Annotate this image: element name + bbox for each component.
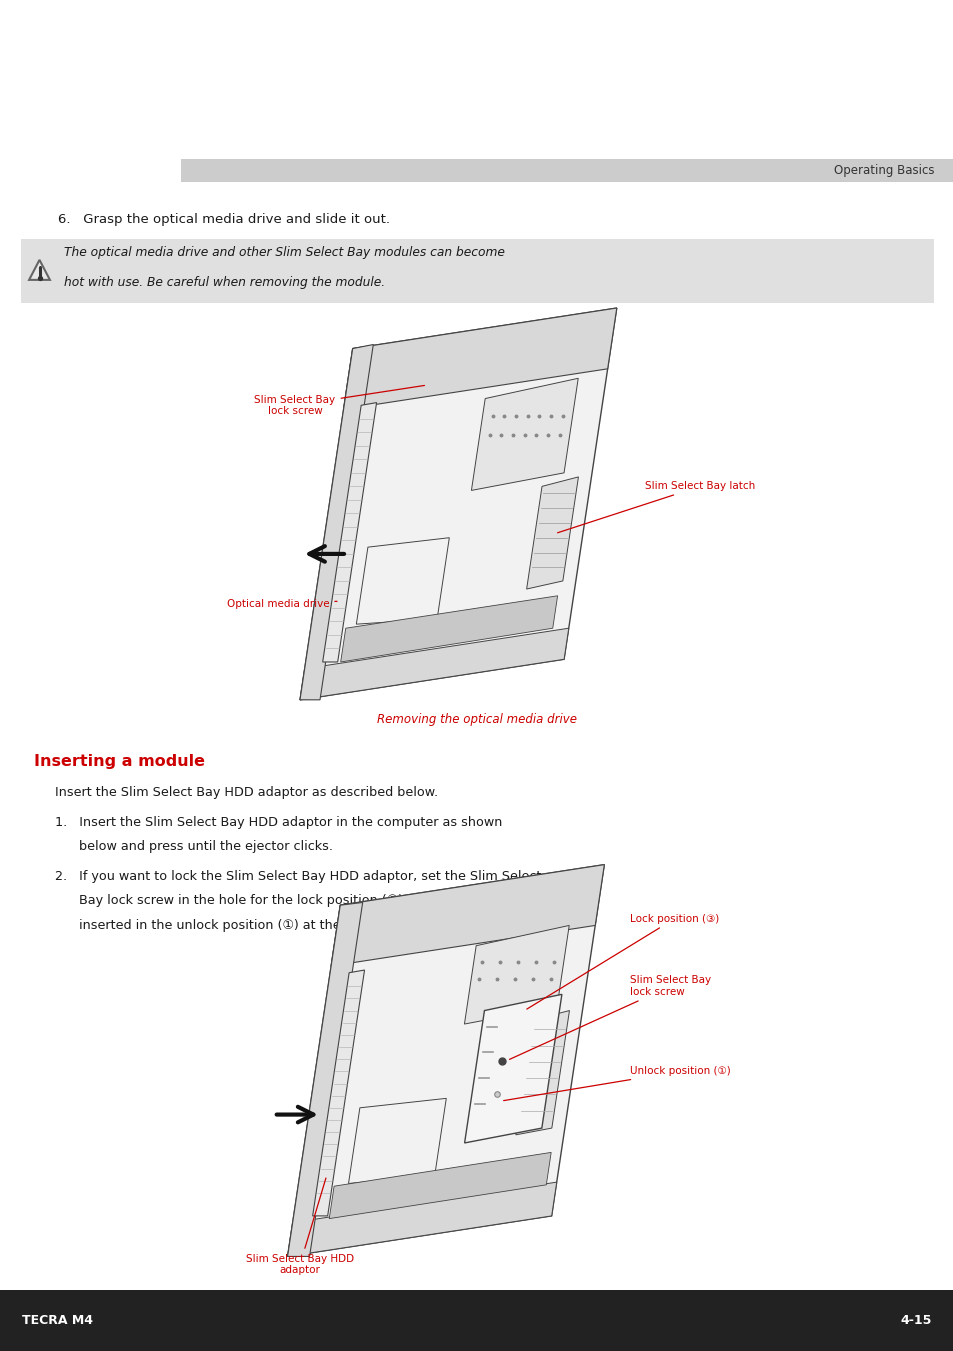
Text: Bay lock screw in the hole for the lock position (③). The lock screw is: Bay lock screw in the hole for the lock …	[55, 894, 519, 908]
Text: below and press until the ejector clicks.: below and press until the ejector clicks…	[55, 840, 333, 854]
Text: hot with use. Be careful when removing the module.: hot with use. Be careful when removing t…	[65, 276, 385, 289]
Polygon shape	[322, 403, 376, 662]
Text: 1.   Insert the Slim Select Bay HDD adaptor in the computer as shown: 1. Insert the Slim Select Bay HDD adapto…	[55, 816, 502, 830]
Polygon shape	[287, 865, 603, 1256]
Text: Removing the optical media drive: Removing the optical media drive	[376, 713, 577, 727]
Polygon shape	[299, 308, 617, 700]
Text: Operating Basics: Operating Basics	[833, 165, 933, 177]
Polygon shape	[30, 259, 50, 280]
Text: Slim Select Bay HDD
adaptor: Slim Select Bay HDD adaptor	[246, 1178, 354, 1275]
Polygon shape	[313, 970, 364, 1216]
Text: TECRA M4: TECRA M4	[22, 1315, 92, 1327]
Text: Unlock position (①): Unlock position (①)	[503, 1066, 730, 1101]
Polygon shape	[348, 1098, 446, 1183]
Text: Insert the Slim Select Bay HDD adaptor as described below.: Insert the Slim Select Bay HDD adaptor a…	[55, 786, 437, 800]
Text: 2.   If you want to lock the Slim Select Bay HDD adaptor, set the Slim Select: 2. If you want to lock the Slim Select B…	[55, 870, 540, 884]
Text: 4-15: 4-15	[900, 1315, 931, 1327]
Bar	[0, 1290, 953, 1351]
Text: Slim Select Bay
lock screw: Slim Select Bay lock screw	[509, 975, 710, 1059]
Polygon shape	[340, 596, 557, 662]
Text: inserted in the unlock position (①) at the time of purchasing.: inserted in the unlock position (①) at t…	[55, 919, 468, 932]
Polygon shape	[287, 1182, 557, 1256]
Polygon shape	[516, 1011, 569, 1135]
Polygon shape	[356, 538, 449, 624]
Polygon shape	[464, 925, 569, 1024]
Text: Inserting the Slim Select Bay HDD adaptor: Inserting the Slim Select Bay HDD adapto…	[351, 1300, 602, 1313]
Polygon shape	[464, 994, 561, 1143]
Text: Slim Select Bay
lock screw: Slim Select Bay lock screw	[254, 385, 424, 416]
Polygon shape	[526, 477, 578, 589]
Bar	[20, 239, 933, 303]
Text: Optical media drive: Optical media drive	[227, 598, 336, 609]
Text: 6.   Grasp the optical media drive and slide it out.: 6. Grasp the optical media drive and sli…	[58, 213, 390, 227]
Polygon shape	[343, 308, 617, 409]
Text: Inserting a module: Inserting a module	[34, 754, 205, 769]
Polygon shape	[471, 378, 578, 490]
Polygon shape	[331, 865, 603, 966]
Text: Lock position (③): Lock position (③)	[526, 913, 719, 1009]
Polygon shape	[299, 628, 568, 700]
Polygon shape	[299, 345, 373, 700]
Text: Slim Select Bay latch: Slim Select Bay latch	[557, 481, 755, 532]
Polygon shape	[287, 902, 362, 1256]
Bar	[181, 159, 953, 182]
Text: The optical media drive and other Slim Select Bay modules can become: The optical media drive and other Slim S…	[65, 246, 505, 259]
Polygon shape	[329, 1152, 551, 1219]
